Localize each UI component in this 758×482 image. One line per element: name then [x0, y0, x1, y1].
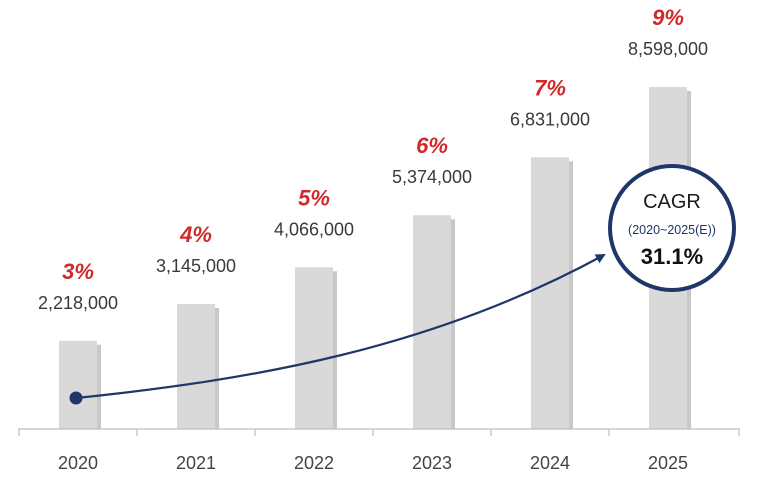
percent-label-2024: 7%	[534, 75, 566, 100]
cagr-title: CAGR	[643, 191, 701, 213]
cagr-circle	[608, 164, 736, 292]
value-label-2025: 8,598,000	[628, 39, 708, 59]
value-label-2024: 6,831,000	[510, 109, 590, 129]
cagr-period: (2020~2025(E))	[628, 223, 716, 237]
percent-label-2025: 9%	[652, 5, 684, 30]
bar-2022	[295, 267, 333, 429]
percent-label-2021: 4%	[179, 222, 212, 247]
value-label-2021: 3,145,000	[156, 256, 236, 276]
cagr-start-dot	[69, 391, 83, 405]
value-label-2020: 2,218,000	[38, 293, 118, 313]
bar-2021	[177, 303, 215, 429]
x-tick-label-2020: 2020	[58, 453, 98, 473]
cagr-badge: CAGR (2020~2025(E)) 31.1%	[608, 164, 736, 292]
value-label-2023: 5,374,000	[392, 167, 472, 187]
percent-label-2023: 6%	[416, 133, 448, 158]
x-tick-label-2021: 2021	[176, 453, 216, 473]
cagr-trend-arrow	[75, 254, 606, 400]
x-ticks	[18, 429, 740, 436]
x-tick-label-2022: 2022	[294, 453, 334, 473]
percent-label-2022: 5%	[298, 185, 330, 210]
cagr-value: 31.1%	[641, 244, 703, 269]
x-tick-label-2023: 2023	[412, 453, 452, 473]
labels-layer: 2020 2,218,000 3% 2021 3,145,000 4% 2022 4,066,…	[38, 5, 708, 473]
x-tick-label-2024: 2024	[530, 453, 570, 473]
bar-2024	[531, 157, 569, 430]
bar-2023	[413, 215, 451, 429]
x-tick-label-2025: 2025	[648, 453, 688, 473]
bar-2020	[59, 340, 97, 429]
value-label-2022: 4,066,000	[274, 219, 354, 239]
percent-label-2020: 3%	[62, 259, 94, 284]
